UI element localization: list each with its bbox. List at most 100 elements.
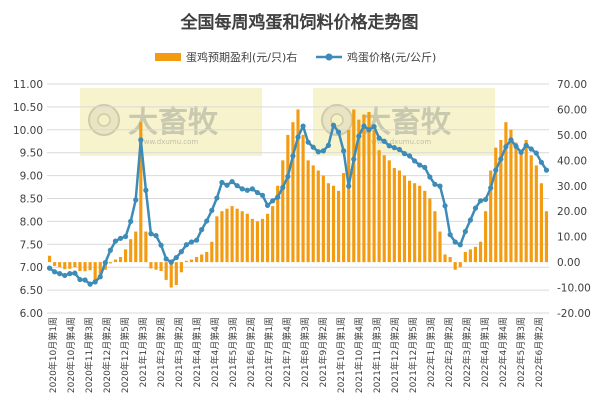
profit-bar [205,251,209,263]
egg-price-point [46,265,53,271]
egg-price-point [239,186,245,192]
egg-price-point [178,249,184,255]
x-tick-label: 2021年2月第2周 [155,317,167,387]
profit-bar [428,198,432,263]
egg-price-point [330,122,337,128]
egg-price-point [52,269,58,275]
x-tick-label: 2021年4月第4周 [209,317,221,387]
legend-line-marker [325,53,333,61]
left-tick-label: 8.00 [20,216,43,228]
x-tick-label: 2022年3月第2周 [461,317,473,387]
egg-price-point [366,127,372,133]
egg-price-point [229,178,235,185]
right-tick-label: 60.00 [557,104,587,116]
profit-bar [281,160,285,263]
profit-bar [438,231,442,263]
profit-bar [509,129,513,263]
profit-bar [98,262,102,275]
egg-price-point [508,137,514,143]
egg-price-point [138,137,144,143]
egg-price-point [270,198,276,204]
profit-bar [362,114,366,263]
profit-bar [539,183,543,263]
profit-bar [195,257,199,263]
egg-price-point [412,158,418,164]
right-tick-label: 50.00 [557,130,587,142]
x-tick-label: 2021年8月第3周 [299,317,311,387]
x-tick-label: 2020年10月第1周 [47,317,59,393]
egg-price-point [432,181,438,187]
egg-price-point [457,242,463,248]
profit-bar [73,262,77,268]
left-tick-label: 11.00 [13,79,43,91]
profit-bar [413,183,417,263]
profit-bar [504,122,508,263]
left-tick-label: 7.00 [20,262,43,274]
egg-price-point [361,123,367,129]
egg-price-point [122,233,129,240]
x-tick-label: 2022年5月第3周 [515,317,527,387]
watermark-url: www.dxumu.com [371,138,431,146]
profit-bar [164,262,168,280]
x-tick-label: 2021年5月第3周 [227,317,239,387]
left-tick-label: 10.00 [13,125,43,137]
profit-bar [124,249,128,263]
egg-price-point [153,232,159,239]
egg-price-point [488,185,494,191]
profit-bar [129,239,133,263]
egg-price-point [67,271,73,277]
profit-bar [478,241,483,263]
profit-bar [291,122,295,263]
egg-price-point [498,156,504,162]
egg-price-point [320,148,326,154]
profit-bar [402,175,407,263]
profit-bar [484,211,488,263]
egg-price-point [158,242,164,248]
profit-bar [326,183,330,263]
profit-bar [174,262,178,286]
profit-bar [514,142,518,263]
egg-price-point [102,260,108,266]
egg-price-point [285,173,291,180]
egg-price-point [234,183,240,189]
egg-price-point [199,227,205,233]
legend-bar-label: 蛋鸡预期盈利(元/只)右 [186,50,297,64]
profit-bar [144,231,148,263]
x-tick-label: 2022年4月第1周 [479,317,491,387]
profit-bar [377,150,381,263]
profit-bar [392,167,396,263]
chart-title: 全国每周鸡蛋和饲料价格走势图 [180,12,419,33]
profit-bar [433,211,437,263]
egg-price-point [523,142,529,148]
egg-price-point [493,167,499,173]
egg-price-point [346,183,352,189]
right-tick-label: 70.00 [557,79,587,91]
x-tick-label: 2021年10月第4周 [353,317,365,393]
egg-price-point [148,231,154,237]
profit-bar [169,262,173,288]
egg-price-point [513,143,519,149]
egg-price-point [356,133,362,139]
egg-price-point [62,272,68,279]
x-tick-label: 2021年3月第2周 [173,317,185,387]
egg-price-point [325,142,332,148]
egg-price-point [57,271,63,277]
profit-bar [255,221,260,263]
egg-price-point [209,207,215,214]
profit-bar [154,262,158,270]
profit-bar [301,134,305,263]
egg-price-point [503,144,509,150]
egg-price-point [315,149,321,155]
egg-price-point [87,281,93,287]
profit-bar [134,231,138,263]
profit-bar [321,175,325,263]
profit-bar [225,208,229,263]
egg-price-point [467,217,474,223]
right-axis-ticks: -20.00 -10.00 0.00 10.00 20.00 30.00 40.00 50.0… [557,79,591,320]
left-tick-label: 7.50 [20,239,43,251]
egg-price-point [259,192,266,198]
egg-price-point [401,151,408,157]
